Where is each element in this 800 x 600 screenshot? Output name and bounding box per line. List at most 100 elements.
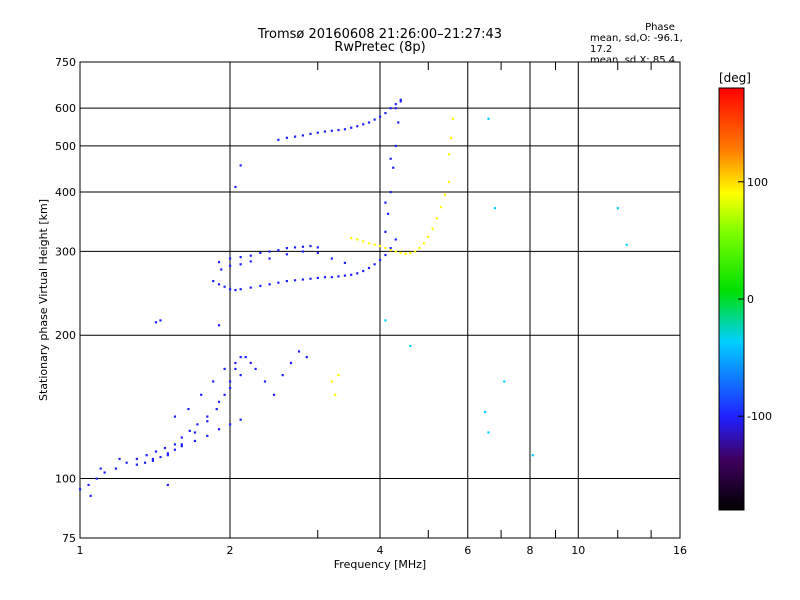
data-point — [373, 263, 376, 266]
data-point — [337, 128, 340, 132]
data-point — [447, 153, 451, 156]
data-point — [431, 227, 434, 230]
data-point — [394, 238, 397, 241]
data-point — [289, 361, 293, 365]
data-point — [389, 157, 392, 160]
y-tick-label: 400 — [55, 186, 76, 199]
data-point — [392, 166, 395, 169]
data-point — [399, 251, 402, 255]
data-point — [309, 132, 312, 135]
data-point — [206, 434, 209, 437]
data-point — [337, 374, 340, 377]
data-point — [386, 212, 390, 215]
data-point — [259, 284, 262, 288]
data-point — [206, 420, 209, 423]
data-point — [223, 285, 226, 288]
data-point — [367, 242, 371, 245]
data-point — [281, 374, 284, 377]
y-tick-label: 200 — [55, 329, 76, 342]
data-point — [399, 98, 402, 101]
y-tick-label: 75 — [62, 532, 76, 545]
data-point — [79, 488, 82, 491]
data-point — [212, 280, 215, 283]
colorbar-tick-label: -100 — [747, 410, 772, 423]
data-point — [173, 443, 177, 446]
data-point — [239, 256, 242, 259]
data-point — [239, 288, 242, 291]
data-point — [244, 356, 247, 359]
y-tick-label: 500 — [55, 140, 76, 153]
series-group — [135, 319, 242, 466]
data-point — [362, 123, 365, 126]
data-point — [394, 107, 397, 110]
data-point — [447, 180, 451, 184]
data-points — [79, 98, 628, 497]
data-point — [616, 207, 619, 210]
data-point — [99, 467, 102, 470]
data-point — [397, 121, 400, 124]
data-point — [145, 454, 148, 457]
data-point — [206, 415, 209, 418]
data-point — [135, 457, 138, 461]
series-group — [212, 238, 397, 292]
x-tick-label: 16 — [673, 544, 687, 557]
data-point — [173, 448, 177, 451]
data-point — [384, 247, 387, 250]
data-point — [143, 461, 147, 464]
data-point — [200, 393, 203, 396]
y-tick-label: 600 — [55, 102, 76, 115]
data-point — [389, 247, 392, 250]
data-point — [234, 367, 237, 371]
data-point — [249, 260, 252, 263]
data-point — [531, 454, 534, 457]
chart-subtitle: RwPretec (8p) — [334, 40, 426, 55]
data-point — [277, 281, 280, 284]
data-point — [154, 450, 158, 453]
data-point — [409, 344, 412, 348]
data-point — [330, 380, 333, 383]
data-point — [356, 125, 359, 128]
data-point — [151, 457, 155, 461]
data-point — [384, 230, 387, 233]
data-point — [217, 428, 221, 431]
data-point — [166, 454, 169, 457]
data-point — [272, 393, 276, 396]
data-point — [125, 461, 128, 464]
x-axis-label: Frequency [MHz] — [334, 558, 426, 571]
data-point — [316, 251, 319, 255]
data-point — [487, 117, 490, 120]
data-point — [95, 477, 98, 480]
data-point — [350, 237, 353, 240]
series-group — [330, 117, 455, 396]
data-point — [285, 253, 288, 256]
data-point — [103, 471, 106, 474]
data-point — [277, 138, 280, 141]
data-point — [334, 393, 337, 396]
data-point — [439, 205, 443, 209]
data-point — [89, 494, 92, 497]
data-point — [309, 277, 312, 280]
data-point — [379, 244, 382, 248]
data-point — [193, 431, 197, 434]
data-point — [166, 452, 169, 455]
y-tick-label: 750 — [55, 56, 76, 69]
data-point — [413, 250, 417, 253]
data-point — [356, 238, 359, 241]
data-point — [285, 136, 288, 139]
data-point — [337, 275, 340, 278]
x-tick-label: 10 — [571, 544, 585, 557]
data-point — [154, 321, 158, 324]
data-point — [301, 250, 305, 253]
x-tick-label: 6 — [464, 544, 471, 557]
data-point — [220, 268, 223, 271]
data-point — [254, 367, 257, 371]
data-point — [350, 126, 353, 129]
data-point — [384, 201, 387, 204]
data-point — [356, 272, 359, 275]
data-point — [323, 130, 327, 133]
data-point — [409, 251, 412, 255]
data-point — [151, 459, 155, 462]
data-point — [249, 286, 252, 289]
data-point — [135, 463, 138, 466]
data-point — [316, 276, 319, 280]
